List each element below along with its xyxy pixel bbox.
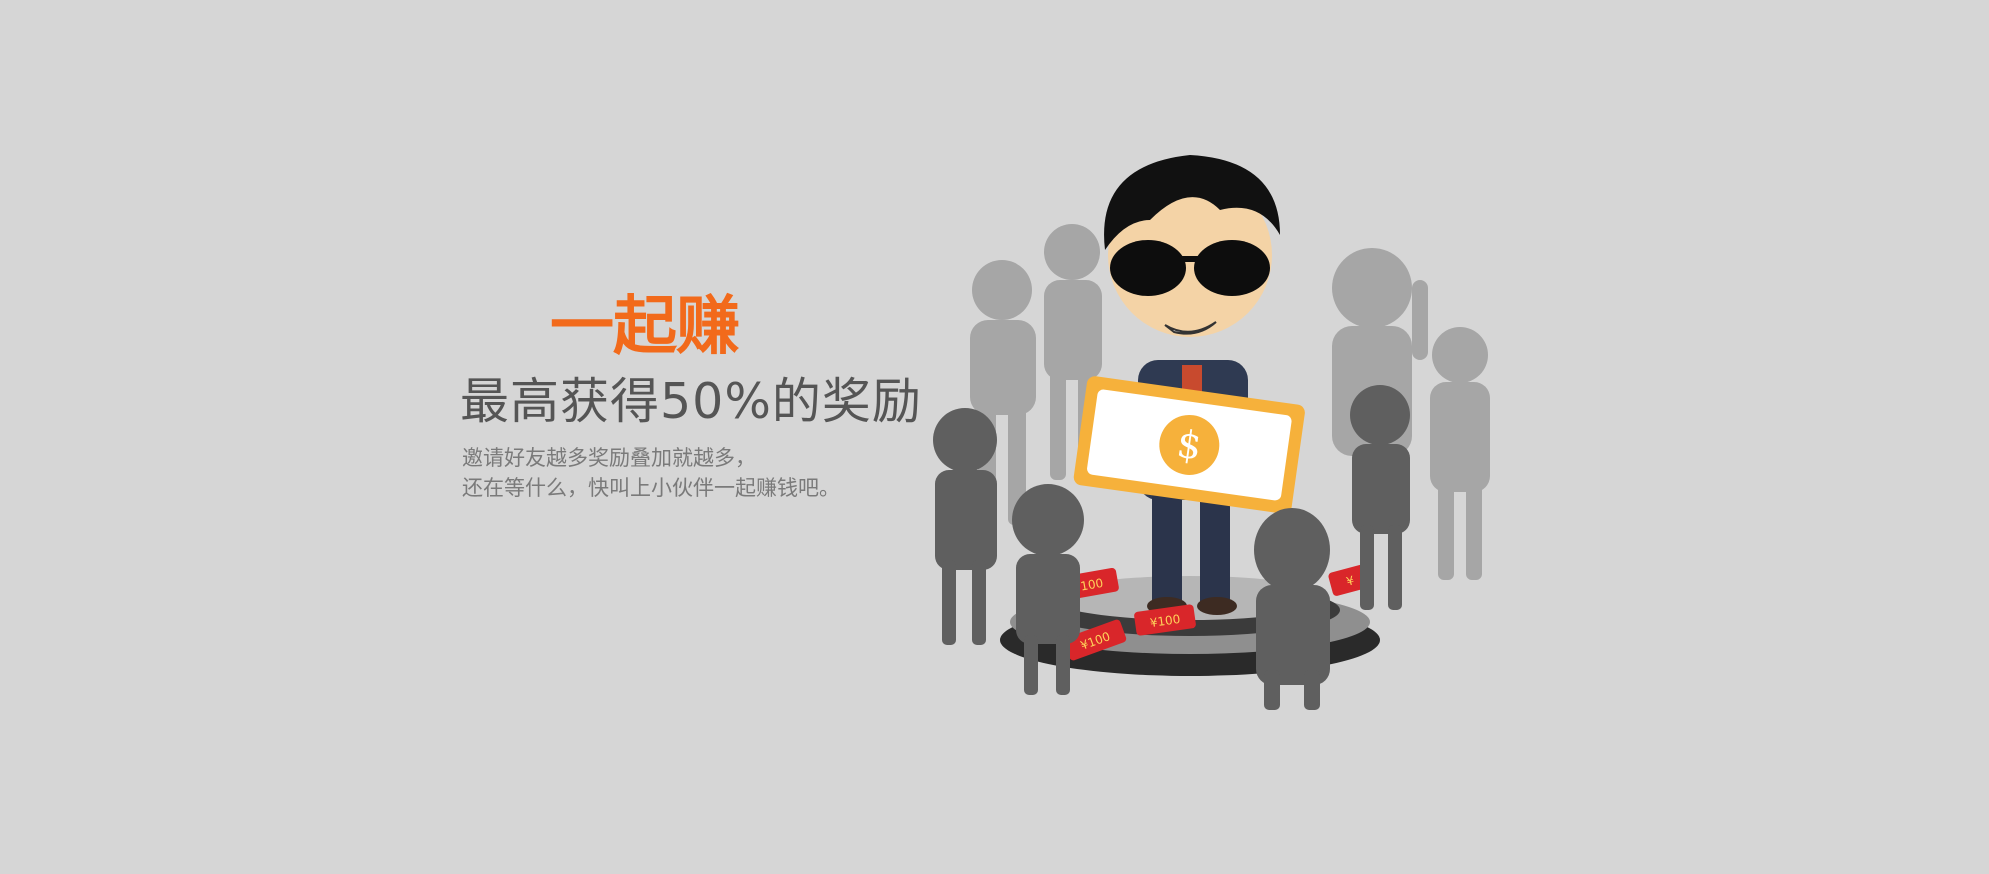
hero-illustration: $ ¥100 ¥100 ¥100 ¥ xyxy=(933,155,1490,710)
red-money-tag-label: ¥ xyxy=(1345,573,1356,589)
red-money-tag-label: ¥100 xyxy=(1149,612,1181,630)
hero-description: 邀请好友越多奖励叠加就越多， 还在等什么，快叫上小伙伴一起赚钱吧。 xyxy=(462,443,840,503)
hero-title: 一起赚 xyxy=(550,290,740,364)
silhouette-person-icon xyxy=(933,408,997,645)
sunglasses-icon xyxy=(1110,240,1270,296)
foreground-crowd-silhouettes xyxy=(933,385,1410,710)
hero-description-line-2: 还在等什么，快叫上小伙伴一起赚钱吧。 xyxy=(462,476,840,500)
red-money-tag: ¥100 xyxy=(1063,619,1127,661)
silhouette-person-icon xyxy=(1012,484,1084,695)
silhouette-person-icon xyxy=(1254,508,1330,710)
hero-subtitle: 最高获得50%的奖励 xyxy=(460,373,922,430)
hero-description-line-1: 邀请好友越多奖励叠加就越多， xyxy=(462,446,756,470)
dollar-banknote: $ xyxy=(1073,376,1305,514)
silhouette-person-icon xyxy=(1350,385,1410,610)
silhouette-person-icon xyxy=(1430,327,1490,580)
red-money-tag: ¥100 xyxy=(1134,604,1196,636)
